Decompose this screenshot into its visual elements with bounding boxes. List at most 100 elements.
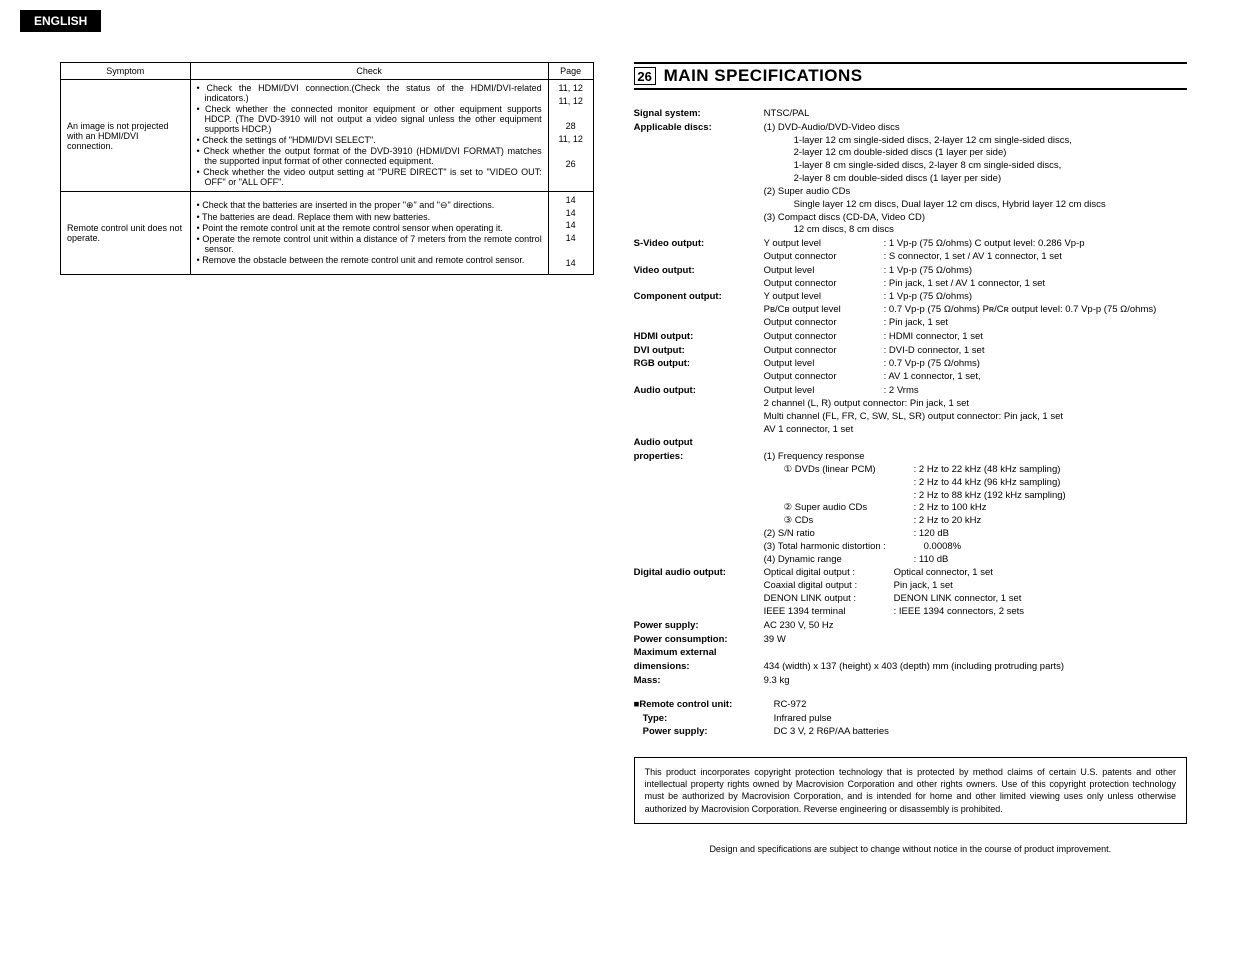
sub-label: Output connector (764, 345, 884, 358)
spec-value: DC 3 V, 2 R6P/AA batteries (774, 726, 1187, 739)
disc-line: (3) Compact discs (CD-DA, Video CD) (764, 212, 1187, 225)
page-ref: 14 (555, 233, 587, 245)
spec-component: Component output: Y output level: 1 Vp-p… (634, 291, 1187, 329)
disc-line: 12 cm discs, 8 cm discs (764, 224, 1187, 237)
spec-value: Output level: 2 Vrms 2 channel (L, R) ou… (764, 385, 1187, 436)
troubleshooting-table: Symptom Check Page An image is not proje… (60, 62, 594, 275)
spec-signal-system: Signal system: NTSC/PAL (634, 108, 1187, 121)
page-ref: 14 (555, 220, 587, 232)
page-ref: 11, 12 (555, 96, 587, 108)
sub-value: : 0.7 Vp-p (75 Ω/ohms) Pʀ/Cʀ output leve… (884, 304, 1187, 317)
spec-dvi: DVI output: Output connector: DVI-D conn… (634, 345, 1187, 358)
spec-label: ■Remote control unit: (634, 699, 774, 712)
sub-label: Output connector (764, 331, 884, 344)
sub-label: Output connector (764, 317, 884, 330)
section-title: MAIN SPECIFICATIONS (664, 66, 863, 86)
sub-value: : 110 dB (914, 554, 1187, 567)
spec-value: Output level: 0.7 Vp-p (75 Ω/ohms) Outpu… (764, 358, 1187, 384)
page-ref: 11, 12 (555, 83, 587, 95)
symptom-cell: An image is not projected with an HDMI/D… (61, 80, 191, 192)
spec-value: Y output level: 1 Vp-p (75 Ω/ohms) Pʙ/Cʙ… (764, 291, 1187, 329)
table-row: An image is not projected with an HDMI/D… (61, 80, 594, 192)
spec-digital-audio: Digital audio output: Optical digital ou… (634, 567, 1187, 618)
section-number: 26 (634, 67, 656, 85)
sub-value: : Pin jack, 1 set / AV 1 connector, 1 se… (884, 278, 1187, 291)
sub-label: Output connector (764, 251, 884, 264)
check-item: • Check whether the output format of the… (197, 146, 542, 166)
sub-value: : S connector, 1 set / AV 1 connector, 1… (884, 251, 1187, 264)
disc-line: (1) DVD-Audio/DVD-Video discs (764, 122, 1187, 135)
sub-label: Output level (764, 385, 884, 398)
spec-remote-power: Power supply: DC 3 V, 2 R6P/AA batteries (634, 726, 1187, 739)
spec-value (764, 437, 1187, 450)
spec-audio-props-label: Audio output (634, 437, 1187, 450)
audio-line: 2 channel (L, R) output connector: Pin j… (764, 398, 1187, 411)
spec-remote-unit: ■Remote control unit: RC-972 (634, 699, 1187, 712)
language-tab: ENGLISH (20, 10, 101, 32)
specs-column: 26 MAIN SPECIFICATIONS Signal system: NT… (634, 62, 1187, 854)
spec-label: Power supply: (634, 620, 764, 633)
spec-value: (1) Frequency response ① DVDs (linear PC… (764, 451, 1187, 566)
spacer (634, 689, 1187, 699)
page-ref: 28 (555, 121, 587, 133)
page-ref: 14 (555, 208, 587, 220)
page-ref (555, 246, 587, 258)
sub-label: Y output level (764, 291, 884, 304)
sub-label: ③ CDs (764, 515, 914, 528)
page-ref: 11, 12 (555, 134, 587, 146)
spec-value: Output level: 1 Vp-p (75 Ω/ohms) Output … (764, 265, 1187, 291)
disc-line: 1-layer 12 cm single-sided discs, 2-laye… (764, 135, 1187, 148)
page-ref: 14 (555, 258, 587, 270)
check-item: • Check whether the connected monitor eq… (197, 104, 542, 134)
sub-label: Output connector (764, 371, 884, 384)
spec-power-supply: Power supply: AC 230 V, 50 Hz (634, 620, 1187, 633)
spec-audio-props: properties: (1) Frequency response ① DVD… (634, 451, 1187, 566)
disc-line: 1-layer 8 cm single-sided discs, 2-layer… (764, 160, 1187, 173)
sub-value: : 0.7 Vp-p (75 Ω/ohms) (884, 358, 1187, 371)
spec-label: RGB output: (634, 358, 764, 384)
sub-label: Y output level (764, 238, 884, 251)
spec-label: Power consumption: (634, 634, 764, 647)
sub-value: : 2 Vrms (884, 385, 1187, 398)
sub-value: : 2 Hz to 20 kHz (914, 515, 1187, 528)
spec-label: Mass: (634, 675, 764, 688)
check-cell: • Check that the batteries are inserted … (190, 192, 548, 275)
copyright-notice: This product incorporates copyright prot… (634, 757, 1187, 824)
spec-label: Audio output: (634, 385, 764, 436)
header-symptom: Symptom (61, 63, 191, 80)
symptom-cell: Remote control unit does not operate. (61, 192, 191, 275)
sub-value: : DVI-D connector, 1 set (884, 345, 1187, 358)
page-ref: 26 (555, 159, 587, 171)
sub-value: : 1 Vp-p (75 Ω/ohms) (884, 291, 1187, 304)
spec-audio-output: Audio output: Output level: 2 Vrms 2 cha… (634, 385, 1187, 436)
specs-list: Signal system: NTSC/PAL Applicable discs… (634, 108, 1187, 739)
page-ref (555, 146, 587, 158)
spec-max-external-label: Maximum external (634, 647, 1187, 660)
sub-value: Pin jack, 1 set (894, 580, 1187, 593)
spec-value: 39 W (764, 634, 1187, 647)
spec-value: Infrared pulse (774, 713, 1187, 726)
page-ref-cell: 14 14 14 14 14 (548, 192, 593, 275)
spec-dimensions: dimensions: 434 (width) x 137 (height) x… (634, 661, 1187, 674)
sub-value: : 2 Hz to 22 kHz (48 kHz sampling) (914, 464, 1187, 477)
spec-value: Optical digital output :Optical connecto… (764, 567, 1187, 618)
check-item: • Check whether the video output setting… (197, 167, 542, 187)
audio-line: Multi channel (FL, FR, C, SW, SL, SR) ou… (764, 411, 1187, 424)
troubleshooting-column: Symptom Check Page An image is not proje… (60, 62, 594, 854)
sub-label: ① DVDs (linear PCM) (764, 464, 914, 477)
audio-line: AV 1 connector, 1 set (764, 424, 1187, 437)
sub-label: Output connector (764, 278, 884, 291)
spec-rgb: RGB output: Output level: 0.7 Vp-p (75 Ω… (634, 358, 1187, 384)
page-ref: 14 (555, 195, 587, 207)
check-cell: • Check the HDMI/DVI connection.(Check t… (190, 80, 548, 192)
spec-value: AC 230 V, 50 Hz (764, 620, 1187, 633)
sub-value: : 2 Hz to 44 kHz (96 kHz sampling) (914, 477, 1187, 490)
spec-label: properties: (634, 451, 764, 566)
sub-value: : Pin jack, 1 set (884, 317, 1187, 330)
sub-value: : 2 Hz to 88 kHz (192 kHz sampling) (914, 490, 1187, 503)
spec-label: Component output: (634, 291, 764, 329)
spec-value: Output connector: HDMI connector, 1 set (764, 331, 1187, 344)
spec-value (764, 647, 1187, 660)
disc-line: (2) Super audio CDs (764, 186, 1187, 199)
header-check: Check (190, 63, 548, 80)
